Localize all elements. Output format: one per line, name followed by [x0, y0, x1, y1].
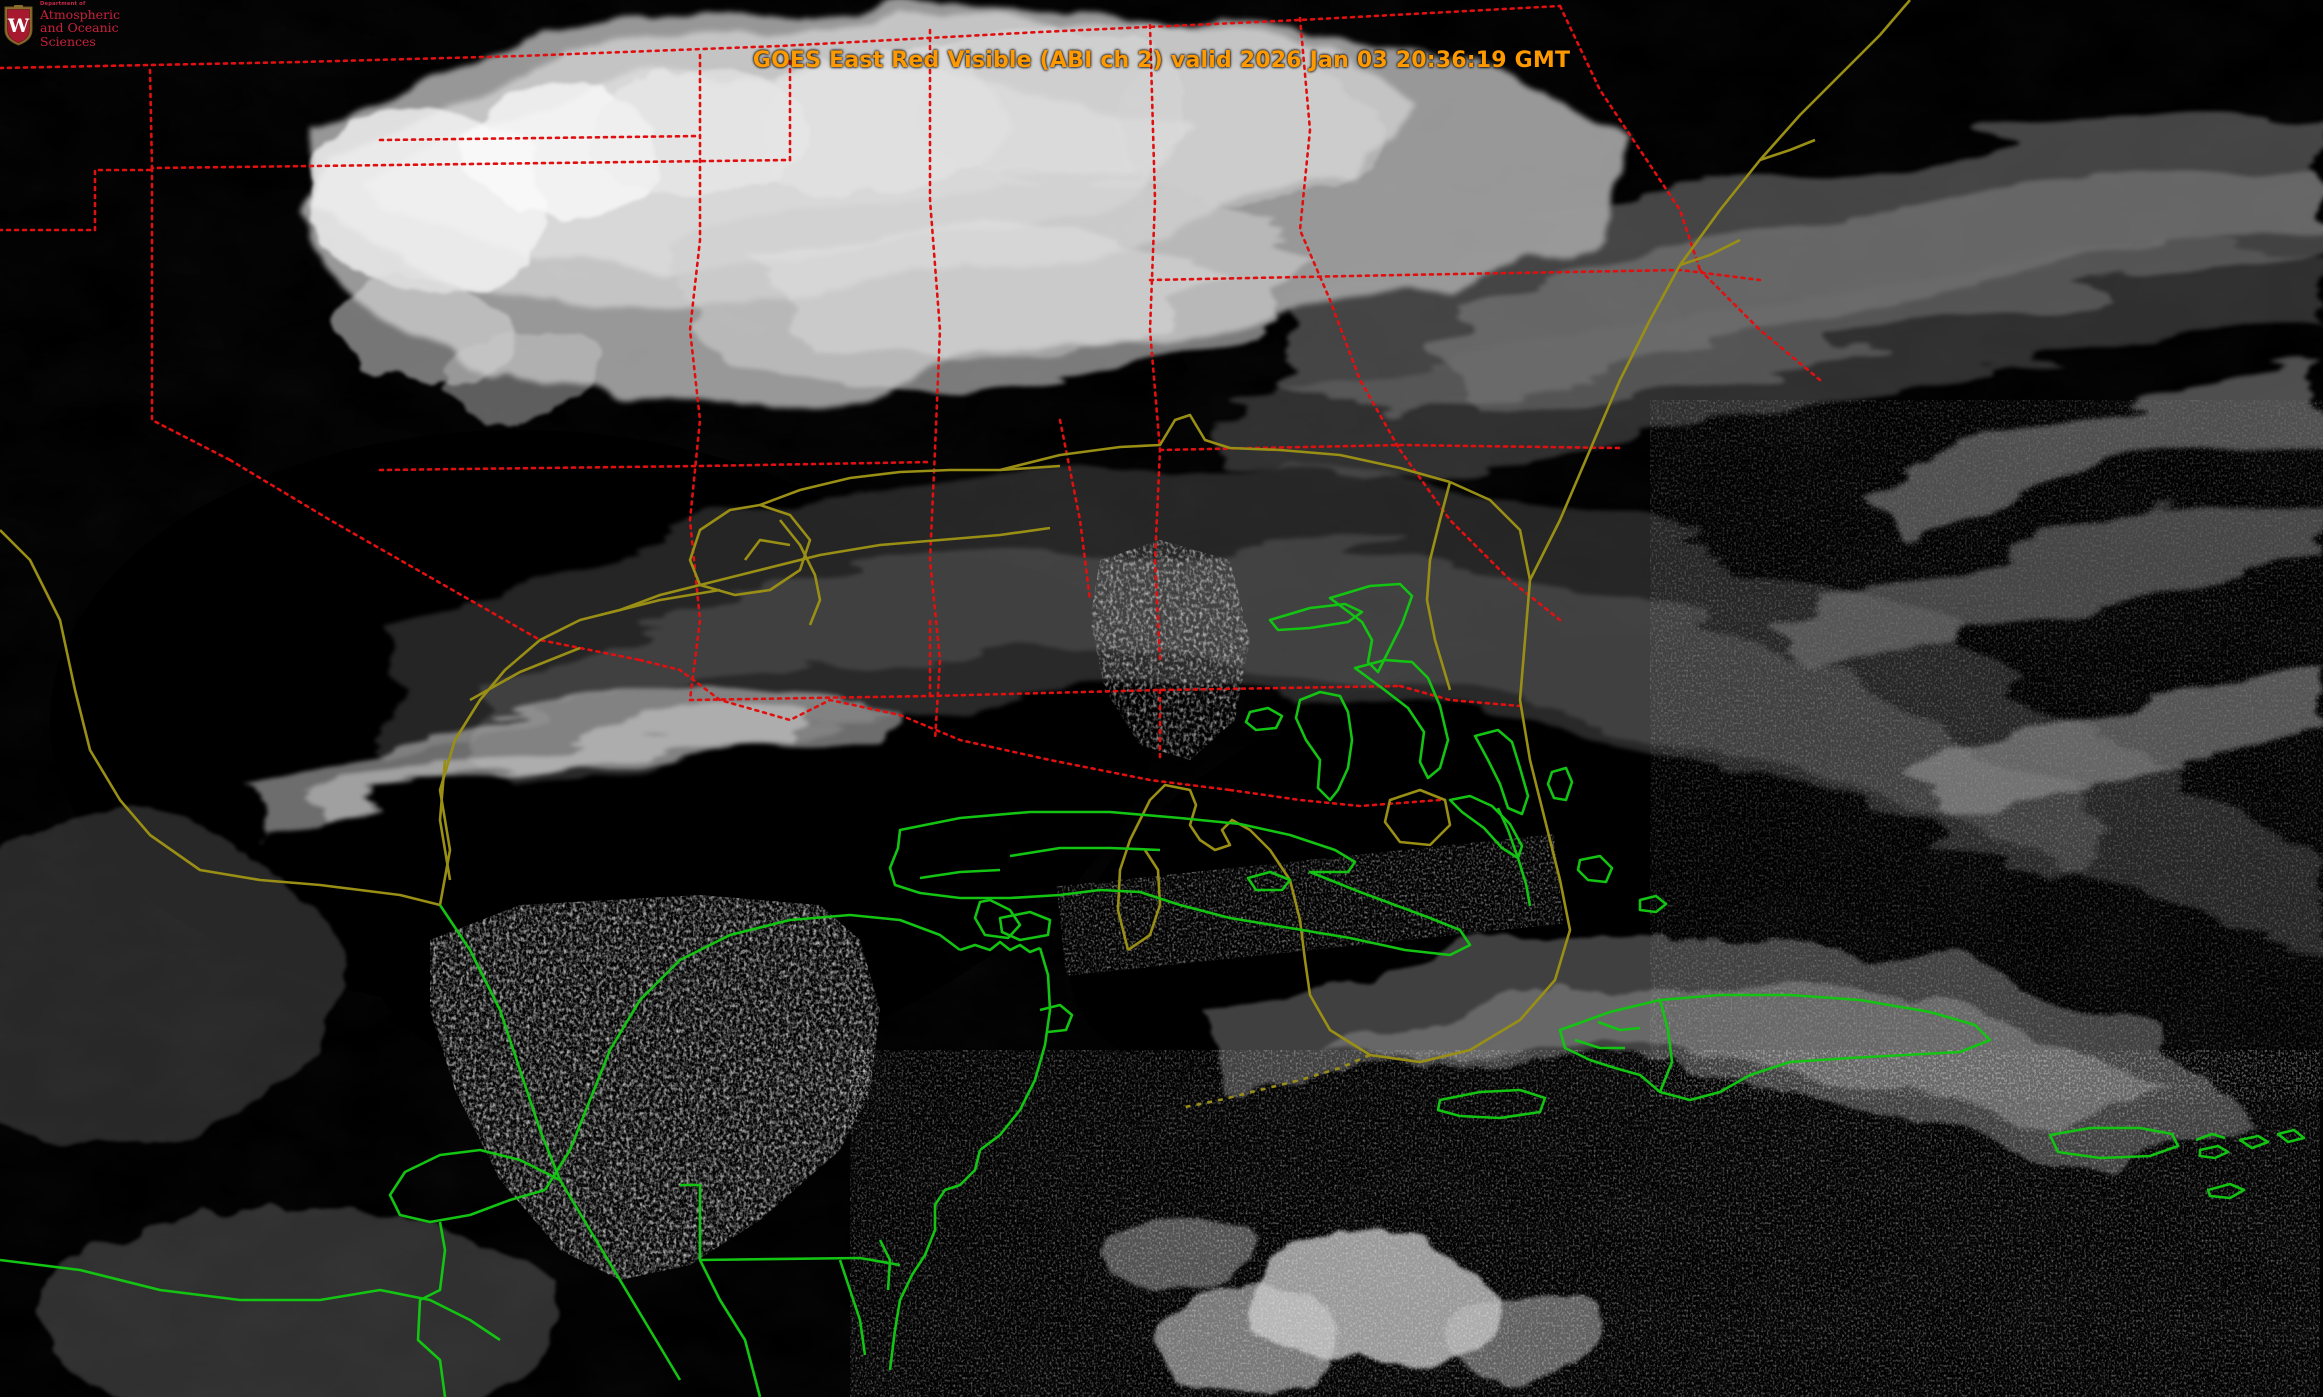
uw-crest-icon: W [2, 4, 35, 47]
us-state-borders [0, 4, 1822, 808]
us-coastline [0, 0, 1911, 1110]
logo-line-1: Atmospheric [40, 6, 121, 22]
uw-logo-text: Department of Atmospheric and Oceanic Sc… [40, 1, 178, 49]
international-coastline [0, 582, 2306, 1397]
logo-line-2: and Oceanic Sciences [40, 20, 119, 49]
logo-department-label: Department of [40, 0, 86, 7]
svg-text:W: W [7, 15, 30, 37]
uw-aos-logo: W Department of Atmospheric and Oceanic … [0, 0, 178, 49]
